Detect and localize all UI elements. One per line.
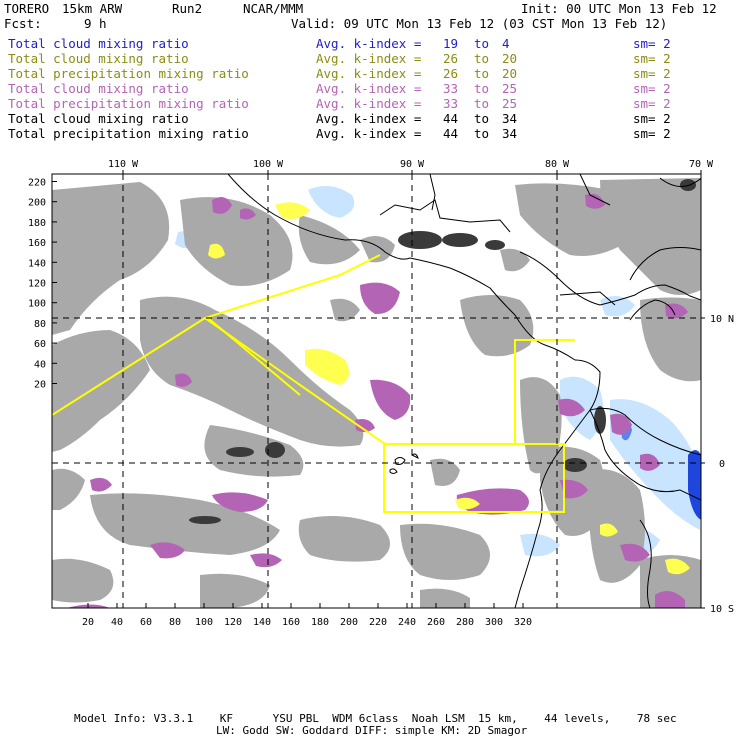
x-index-label-10: 220 — [369, 617, 387, 628]
legend-sm-1: sm= 2 — [633, 51, 671, 66]
legend-to-0: to — [474, 36, 490, 51]
legend-to-4: to — [474, 96, 490, 111]
yellow-domain-lines — [52, 254, 575, 513]
forecast-hour: 9 h — [84, 16, 107, 31]
model-resolution: 15km ARW — [62, 1, 123, 16]
y-index-label-10: 20 — [34, 380, 46, 391]
coastlines — [227, 174, 701, 608]
legend-avg-label-0: Avg. k-index = — [316, 36, 422, 51]
lon-label-2: 90 W — [400, 159, 425, 170]
lat-label-0: 10 N — [710, 314, 734, 325]
y-index-label-4: 140 — [28, 258, 46, 269]
legend-k2-2: 20 — [502, 66, 518, 81]
y-index-label-6: 100 — [28, 299, 46, 310]
legend-k1-4: 33 — [443, 96, 459, 111]
legend-sm-3: sm= 2 — [633, 81, 671, 96]
x-index-label-0: 20 — [82, 617, 94, 628]
legend-field-1: Total cloud mixing ratio — [8, 51, 189, 66]
init-time: Init: 00 UTC Mon 13 Feb 12 — [521, 1, 717, 16]
legend-to-6: to — [474, 126, 490, 141]
legend-k2-3: 25 — [502, 81, 518, 96]
legend-k1-3: 33 — [443, 81, 459, 96]
legend-sm-2: sm= 2 — [633, 66, 671, 81]
map-plot-area — [52, 174, 701, 608]
legend-k2-5: 34 — [502, 111, 518, 126]
axis-ticks — [52, 170, 705, 609]
x-index-label-1: 40 — [111, 617, 123, 628]
axis-tick-labels: 110 W 100 W 90 W 80 W 70 W 10 N 0 10 S 220 200 180… — [28, 159, 734, 628]
legend-to-5: to — [474, 111, 490, 126]
legend-avg-label-6: Avg. k-index = — [316, 126, 422, 141]
legend-field-3: Total cloud mixing ratio — [8, 81, 189, 96]
legend-sm-0: sm= 2 — [633, 36, 671, 51]
legend-field-6: Total precipitation mixing ratio — [8, 126, 249, 141]
model-name: TORERO — [4, 1, 50, 16]
org-label: NCAR/MMM — [243, 1, 304, 16]
x-index-label-11: 240 — [398, 617, 416, 628]
forecast-label: Fcst: — [4, 16, 42, 31]
x-index-label-14: 300 — [485, 617, 503, 628]
yellow-precip-areas — [208, 202, 690, 575]
legend-k1-6: 44 — [443, 126, 459, 141]
legend-sm-5: sm= 2 — [633, 111, 671, 126]
legend-k1-5: 44 — [443, 111, 459, 126]
legend-avg-label-4: Avg. k-index = — [316, 96, 422, 111]
x-index-label-13: 280 — [456, 617, 474, 628]
y-index-label-5: 120 — [28, 279, 46, 290]
legend-k1-1: 26 — [443, 51, 459, 66]
x-index-label-8: 180 — [311, 617, 329, 628]
lat-label-1: 0 — [719, 459, 725, 470]
valid-time: Valid: 09 UTC Mon 13 Feb 12 (03 CST Mon … — [291, 16, 668, 31]
x-index-label-5: 120 — [224, 617, 242, 628]
legend-field-2: Total precipitation mixing ratio — [8, 66, 249, 81]
legend-to-3: to — [474, 81, 490, 96]
legend-avg-label-1: Avg. k-index = — [316, 51, 422, 66]
legend-k2-6: 34 — [502, 126, 518, 141]
legend-field-0: Total cloud mixing ratio — [8, 36, 189, 51]
legend-field-5: Total cloud mixing ratio — [8, 111, 189, 126]
lon-label-1: 100 W — [253, 159, 284, 170]
legend-k2-1: 20 — [502, 51, 518, 66]
graticule — [52, 174, 701, 608]
model-info-line-2: LW: Godd SW: Goddard DIFF: simple KM: 2D… — [216, 724, 528, 737]
y-index-label-3: 160 — [28, 238, 46, 249]
run-label: Run2 — [172, 1, 203, 16]
magenta-precip-areas — [66, 193, 688, 608]
y-index-label-0: 220 — [28, 178, 46, 189]
lon-label-4: 70 W — [689, 159, 714, 170]
legend-avg-label-2: Avg. k-index = — [316, 66, 422, 81]
legend-k1-0: 19 — [443, 36, 459, 51]
y-index-label-1: 200 — [28, 198, 46, 209]
legend-k2-0: 4 — [502, 36, 510, 51]
lon-label-0: 110 W — [108, 159, 139, 170]
y-index-label-7: 80 — [34, 319, 46, 330]
x-index-label-4: 100 — [195, 617, 213, 628]
legend-k1-2: 26 — [443, 66, 459, 81]
dark-precip-cores — [189, 179, 696, 524]
y-index-label-9: 40 — [34, 359, 46, 370]
lat-label-2: 10 S — [710, 604, 734, 615]
lon-label-3: 80 W — [545, 159, 570, 170]
model-info-line-1: Model Info: V3.3.1 KF YSU PBL WDM 6class… — [74, 712, 677, 725]
x-index-label-7: 160 — [282, 617, 300, 628]
map-frame — [51, 173, 702, 609]
y-index-label-2: 180 — [28, 218, 46, 229]
x-index-label-15: 320 — [514, 617, 532, 628]
legend-avg-label-5: Avg. k-index = — [316, 111, 422, 126]
legend-field-4: Total precipitation mixing ratio — [8, 96, 249, 111]
x-index-label-6: 140 — [253, 617, 271, 628]
x-index-label-12: 260 — [427, 617, 445, 628]
legend-k2-4: 25 — [502, 96, 518, 111]
gray-cloud-mixing-areas — [52, 178, 701, 608]
legend-sm-4: sm= 2 — [633, 96, 671, 111]
x-index-label-2: 60 — [140, 617, 152, 628]
x-index-label-3: 80 — [169, 617, 181, 628]
legend-to-1: to — [474, 51, 490, 66]
y-index-label-8: 60 — [34, 339, 46, 350]
x-index-label-9: 200 — [340, 617, 358, 628]
legend-to-2: to — [474, 66, 490, 81]
legend-avg-label-3: Avg. k-index = — [316, 81, 422, 96]
legend-sm-6: sm= 2 — [633, 126, 671, 141]
